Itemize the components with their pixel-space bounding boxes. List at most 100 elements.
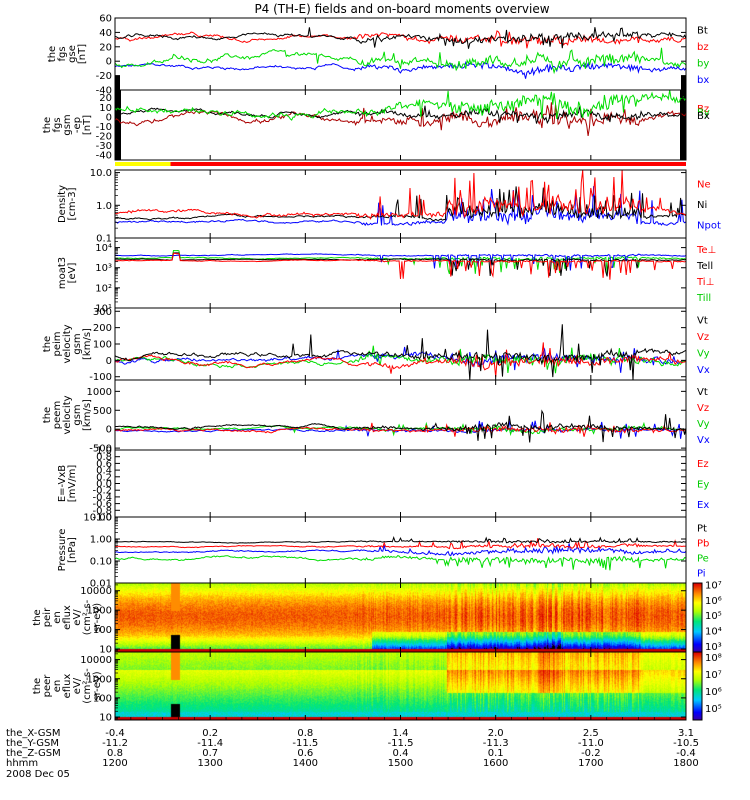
colorbar-tick-peer-3: 10⁵ <box>705 704 722 715</box>
series-density-Ni <box>114 186 687 222</box>
colorbar-tick-peer-0: 10⁸ <box>705 653 722 664</box>
ytick-label-peem_v-1: 500 <box>93 406 112 417</box>
ytick-label-efield-5: 0.0 <box>96 479 112 490</box>
legend-fgs_gse-3: bx <box>697 75 709 86</box>
svg-text:the: the <box>32 678 43 694</box>
ephem-value-0-2: 0.8 <box>297 728 313 739</box>
ytick-label-fgs_gsm-2: 0 <box>106 112 112 123</box>
ytick-label-efield-9: -0.8 <box>92 506 112 517</box>
data-gap-right <box>680 90 686 160</box>
legend-fgs_gse-0: Bt <box>697 25 708 36</box>
legend-efield-1: Ey <box>697 480 709 491</box>
svg-text:the: the <box>42 336 53 352</box>
ytick-label-temp-1: 10³ <box>95 263 112 274</box>
svg-text:Pressure: Pressure <box>57 529 68 572</box>
svg-text:[eV]: [eV] <box>67 263 78 284</box>
spectrogram-peir <box>115 583 686 652</box>
ytick-label-pressure-0: 10.00 <box>83 513 112 524</box>
legend-temp-1: Tell <box>696 261 713 272</box>
ytick-label-peer-1: 1000 <box>87 674 112 685</box>
legend-density-2: Npot <box>697 221 721 232</box>
ytick-label-efield-2: 0.6 <box>96 459 112 470</box>
ytick-label-efield-3: 0.4 <box>96 466 112 477</box>
ytick-label-peim_v-1: 200 <box>93 323 112 334</box>
ytick-label-fgs_gse-2: 20 <box>99 42 112 53</box>
colorbar-tick-peir-2: 10⁵ <box>705 611 722 622</box>
ytick-label-fgs_gse-1: 40 <box>99 28 112 39</box>
ephem-value-3-2: 1400 <box>293 758 318 769</box>
panel-density: 10.0 1.0 0.1 Density [cm-3] Ne Ni Npot <box>57 168 721 244</box>
legend-peem_v-3: Vx <box>697 435 710 446</box>
ephem-value-3-5: 1700 <box>578 758 603 769</box>
legend-fgs_gsm-0: Bz <box>697 104 709 115</box>
ephem-label-3: hhmm <box>6 758 38 769</box>
ephem-value-2-3: 0.4 <box>393 748 409 759</box>
series-fgs_gsm-Bx <box>114 105 687 125</box>
legend-temp-3: Till <box>696 293 711 304</box>
svg-text:peir: peir <box>42 607 53 627</box>
ytick-label-fgs_gse-3: 0 <box>106 57 112 68</box>
legend-pressure-2: Pe <box>697 554 709 565</box>
series-peim_v-Vz <box>114 342 687 378</box>
series-density-Ne <box>114 169 687 220</box>
ephem-value-0-1: 0.2 <box>202 728 218 739</box>
legend-density-1: Ni <box>697 200 707 211</box>
colorbar-peer <box>692 651 703 721</box>
ytick-label-peem_v-3: -500 <box>89 444 112 455</box>
series-pressure-Pe <box>114 555 687 571</box>
series-temp-Te⊥ <box>114 252 687 280</box>
ytick-label-fgs_gse-5: -40 <box>96 86 112 97</box>
svg-text:gsm: gsm <box>72 404 83 425</box>
svg-text:velocity: velocity <box>62 395 73 434</box>
legend-pressure-1: Pb <box>697 539 709 550</box>
ephem-value-3-1: 1300 <box>197 758 222 769</box>
mode-segment-0 <box>115 162 171 166</box>
legend-efield-0: Ez <box>697 459 709 470</box>
ytick-label-temp-2: 10² <box>95 283 112 294</box>
colorbar-tick-peer-1: 10⁷ <box>705 670 722 681</box>
ephem-value-1-3: -11.5 <box>388 738 414 749</box>
svg-text:[km/s]: [km/s] <box>82 399 93 431</box>
svg-text:moat3: moat3 <box>57 257 68 289</box>
panel-efield: 1.00.80.60.40.20.0-0.2-0.4-0.6-0.8-1.0 E=… <box>57 446 709 524</box>
ephemeris-table: 2008 Dec 05 the_X-GSM -0.4 0.2 0.8 1.4 2.0 2.5… <box>6 728 699 780</box>
legend-density-0: Ne <box>697 179 711 190</box>
ytick-label-efield-4: 0.2 <box>96 472 112 483</box>
svg-text:E=-VxB: E=-VxB <box>57 465 68 502</box>
series-pressure-Pi <box>114 543 687 557</box>
ephem-value-2-4: 0.1 <box>488 748 504 759</box>
svg-text:[nT]: [nT] <box>82 115 93 135</box>
ylabel-pressure: Pressure [nPa] <box>57 529 78 572</box>
legend-temp-0: Te⊥ <box>696 245 716 256</box>
ytick-label-fgs_gsm-4: -20 <box>96 132 112 143</box>
ephem-value-2-2: 0.6 <box>297 748 313 759</box>
legend-fgs_gsm-2: Bx <box>697 111 710 122</box>
series-pressure-Pb <box>114 538 687 550</box>
svg-text:eflux: eflux <box>62 674 73 699</box>
legend-peem_v-1: Vz <box>697 403 709 414</box>
series-temp-Ti⊥ <box>114 253 687 271</box>
time-axis <box>114 18 687 720</box>
frame-fgs_gse <box>114 17 687 91</box>
legend-temp-2: Ti⊥ <box>696 277 714 288</box>
ytick-label-density-2: 0.1 <box>96 233 112 244</box>
ytick-label-pressure-3: 0.01 <box>90 578 112 589</box>
svg-text:fgs: fgs <box>57 46 68 61</box>
legend-fgs_gse-2: by <box>697 58 709 69</box>
series-peim_v-Vt <box>114 324 687 381</box>
legend-peim_v-3: Vx <box>697 365 710 376</box>
ephem-value-1-1: -11.4 <box>197 738 223 749</box>
panel-peem_v: 1000 500 0 -500 the peem velocity gsm [km/s] Vt Vz… <box>42 379 710 455</box>
ytick-label-fgs_gsm-0: 20 <box>99 93 112 104</box>
legend-peim_v-0: Vt <box>697 315 708 326</box>
svg-text:eV/: eV/ <box>72 677 83 694</box>
svg-text:en: en <box>52 680 63 693</box>
legend-peem_v-0: Vt <box>697 387 708 398</box>
ytick-label-temp-3: 10¹ <box>95 303 112 314</box>
ytick-label-efield-1: 0.8 <box>96 452 112 463</box>
ephem-value-3-6: 1800 <box>673 758 698 769</box>
svg-text:(cm²-s-: (cm²-s- <box>82 599 93 635</box>
ytick-label-pressure-2: 0.10 <box>90 557 112 568</box>
